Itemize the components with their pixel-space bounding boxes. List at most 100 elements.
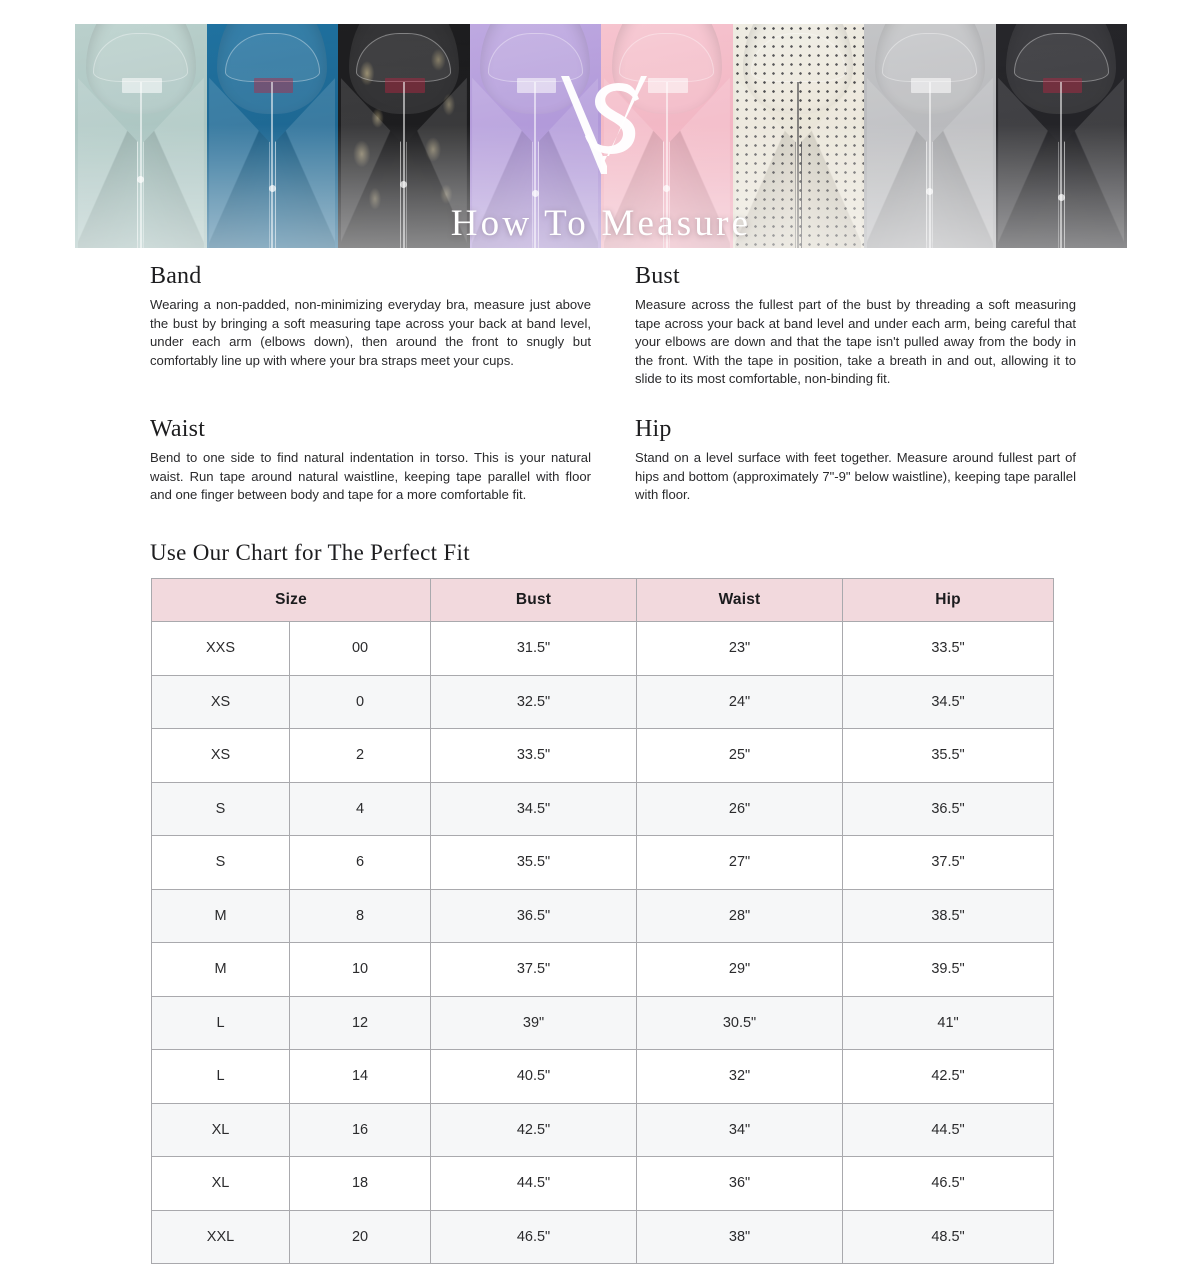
lapel-left [472,77,533,248]
column-header-bust: Bust [430,578,638,622]
cell-number: 00 [288,621,432,676]
cell-number: 10 [288,942,432,997]
lapel-left [209,77,270,248]
button-dot [926,187,934,195]
button-dot [531,189,539,197]
cell-bust: 34.5" [430,781,638,836]
cell-waist: 25" [636,728,844,783]
cell-waist: 30.5" [636,995,844,1050]
section-bust: Bust Measure across the fullest part of … [635,263,1076,389]
table-row: XS 2 33.5" 25" 35.5" [151,728,1055,783]
section-bust-body: Measure across the fullest part of the b… [635,297,1076,387]
cell-waist: 32" [636,1049,844,1104]
lapel-right [669,77,730,248]
column-header-hip: Hip [842,578,1055,622]
table-row: XL 18 44.5" 36" 46.5" [151,1156,1055,1211]
cell-hip: 38.5" [842,888,1055,943]
cell-waist: 28" [636,888,844,943]
brand-label [648,77,688,94]
size-chart-body: XXS 00 31.5" 23" 33.5" XS 0 32.5" 24" 34.5" XS 2 33.… [151,621,1055,1264]
cell-bust: 42.5" [430,1102,638,1157]
cell-size: XL [151,1102,290,1157]
garment-black-floral-pajama [338,24,470,248]
cell-hip: 35.5" [842,728,1055,783]
collar-band [882,32,978,83]
cell-hip: 48.5" [842,1209,1055,1264]
section-band: Band Wearing a non-padded, non-minimizin… [150,263,591,389]
cell-bust: 32.5" [430,674,638,729]
table-row: L 12 39" 30.5" 41" [151,995,1055,1050]
table-row: L 14 40.5" 32" 42.5" [151,1049,1055,1104]
table-row: XS 0 32.5" 24" 34.5" [151,674,1055,729]
button-dot [1057,194,1065,202]
cell-hip: 39.5" [842,942,1055,997]
lapel-right [143,77,204,248]
table-row: XXS 00 31.5" 23" 33.5" [151,621,1055,676]
collar-band [487,32,583,83]
cell-hip: 33.5" [842,621,1055,676]
garment-pink-pajama [601,24,733,248]
garment-teal-pajama [206,24,338,248]
cell-hip: 41" [842,995,1055,1050]
garment-mint-pajama [75,24,207,248]
collar-band [1013,32,1109,83]
lapel-left [603,77,665,248]
section-band-body: Wearing a non-padded, non-minimizing eve… [150,297,591,368]
cell-bust: 31.5" [430,621,638,676]
cell-size: M [151,942,290,997]
cell-size: S [151,781,290,836]
cell-waist: 34" [636,1102,844,1157]
lapel-left [998,77,1059,248]
section-waist-body: Bend to one side to find natural indenta… [150,449,591,503]
button-dot [663,185,671,193]
size-guide-page: How To Measure Band Wearing a non-padded… [0,0,1200,1200]
cell-waist: 24" [636,674,844,729]
cell-bust: 33.5" [430,728,638,783]
brand-label [122,77,162,94]
cell-number: 2 [288,728,432,783]
cell-number: 6 [288,835,432,890]
brand-label [385,77,425,94]
button-dot [137,176,145,184]
cell-size: XXL [151,1209,290,1264]
cell-waist: 29" [636,942,844,997]
cell-size: XL [151,1156,290,1211]
cell-waist: 36" [636,1156,844,1211]
garment-polkadot-pajama [732,24,864,248]
instruction-row-two: Waist Bend to one side to find natural i… [150,416,1080,505]
brand-label [911,77,951,94]
cell-waist: 38" [636,1209,844,1264]
hero-banner: How To Measure [75,24,1127,248]
cell-number: 12 [288,995,432,1050]
table-row: M 8 36.5" 28" 38.5" [151,888,1055,943]
cell-waist: 27" [636,835,844,890]
section-waist-heading: Waist [150,415,206,442]
cell-number: 0 [288,674,432,729]
table-row: S 4 34.5" 26" 36.5" [151,781,1055,836]
cell-hip: 34.5" [842,674,1055,729]
lapel-right [274,77,336,248]
lapel-left [77,77,139,248]
section-hip-heading: Hip [635,415,672,442]
lapel-right [537,77,599,248]
column-header-waist: Waist [636,578,844,622]
table-row: XL 16 42.5" 34" 44.5" [151,1102,1055,1157]
cell-hip: 44.5" [842,1102,1055,1157]
garment-black-pajama [995,24,1127,248]
garment-lavender-pajama [469,24,601,248]
cell-bust: 39" [430,995,638,1050]
cell-bust: 40.5" [430,1049,638,1104]
garment-strip-row [75,24,1127,248]
cell-number: 18 [288,1156,432,1211]
cell-hip: 42.5" [842,1049,1055,1104]
size-chart-table: Size Bust Waist Hip XXS 00 31.5" 23" 33.5" XS… [150,578,1055,1264]
cell-number: 4 [288,781,432,836]
cell-size: M [151,888,290,943]
cell-size: XS [151,728,290,783]
header-row: Size Bust Waist Hip [150,578,1055,622]
cell-waist: 23" [636,621,844,676]
lapel-right [1063,77,1125,248]
collar-band [93,32,189,83]
cell-bust: 46.5" [430,1209,638,1264]
cell-size: L [151,1049,290,1104]
